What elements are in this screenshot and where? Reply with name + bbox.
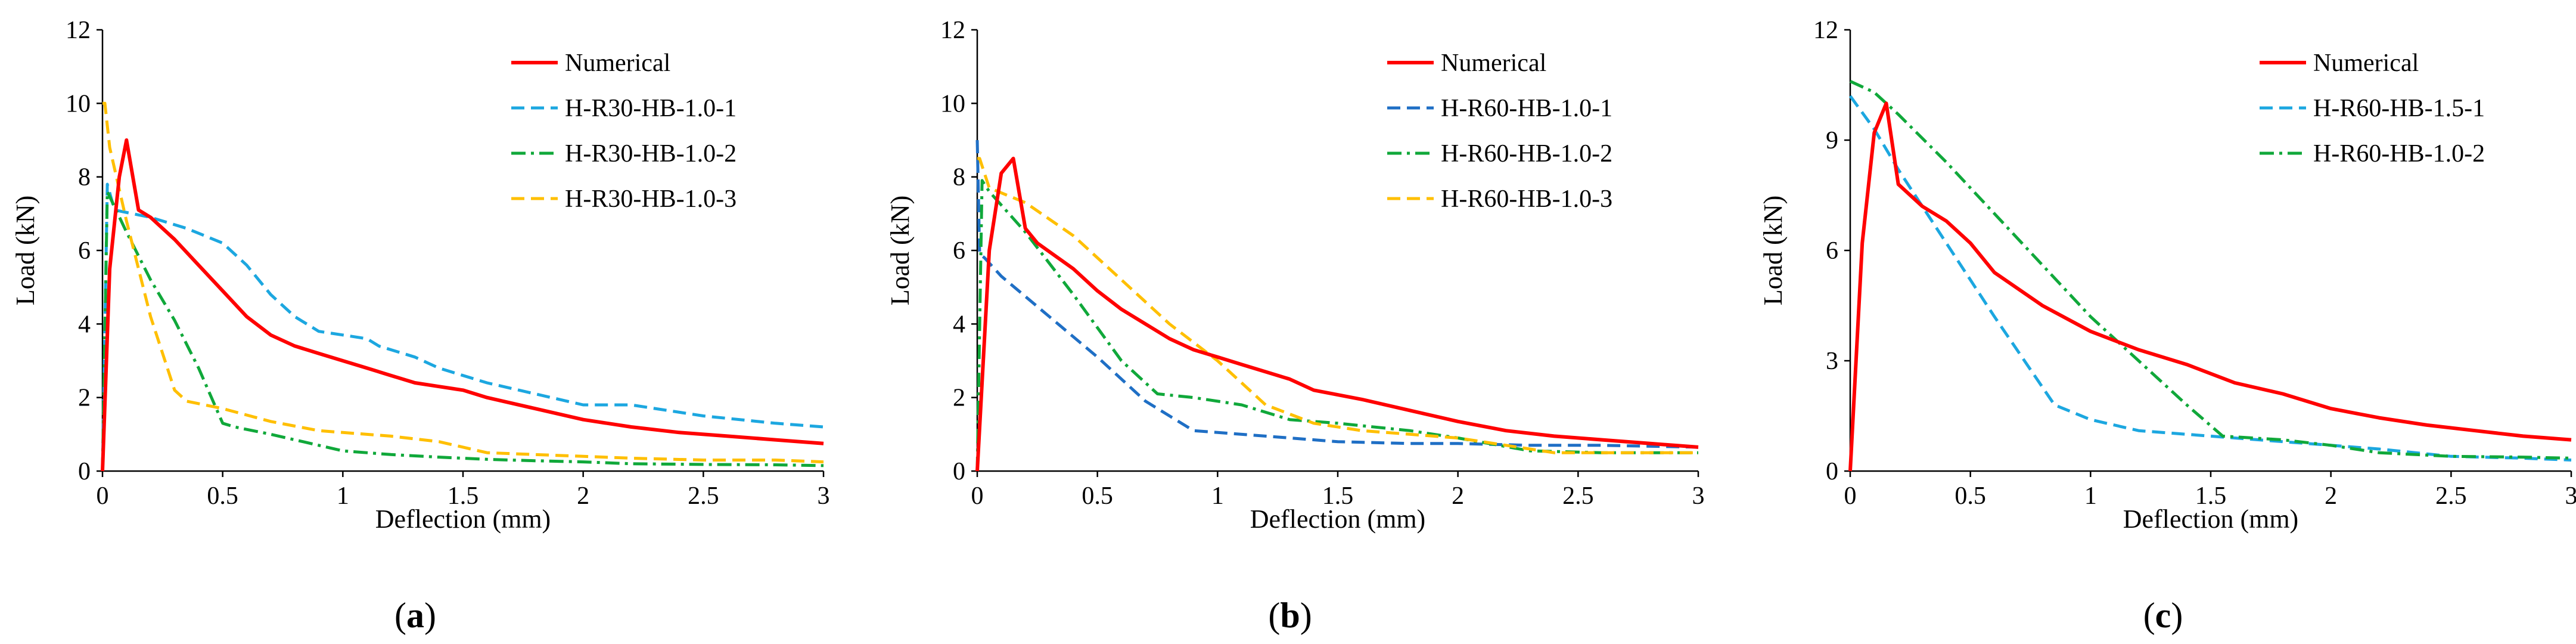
chart-panel-b: 0 2 4 6 8 10 12 0 0.5 1 1.5 2 2.5 3 Deflection (mm) Loa… [885,17,1705,635]
x-tick-label: 0.5 [207,482,238,510]
y-tick-label: 9 [1826,127,1838,154]
y-tick-label: 3 [1826,348,1838,375]
x-tick-label: 2 [1452,482,1464,510]
y-tick-label: 12 [66,17,91,44]
legend-label: H-R30-HB-1.0-3 [565,185,737,213]
y-tick-label: 10 [940,90,965,117]
y-tick-label: 8 [953,164,965,191]
y-tick-label: 6 [1826,237,1838,265]
y-tick-label: 2 [78,385,91,412]
y-tick-label: 12 [940,17,965,44]
x-tick-label: 2.5 [2435,482,2467,510]
panel-label: (c) [2143,596,2183,635]
legend-label: H-R60-HB-1.0-2 [2313,140,2485,168]
y-tick-label: 6 [953,237,965,265]
chart-panel-a: 0 2 4 6 8 10 12 0 0.5 1 1.5 2 2.5 3 Deflection (mm) Loa… [11,17,830,635]
legend-label: H-R60-HB-1.5-1 [2313,95,2485,122]
x-tick-label: 0 [1844,482,1857,510]
x-tick-label: 1 [2084,482,2097,510]
y-tick-label: 4 [953,311,965,338]
series-line-numerical [975,156,1699,472]
x-tick-label: 3 [818,482,830,510]
x-tick-label: 1 [1211,482,1224,510]
x-tick-label: 1 [337,482,349,510]
y-tick-label: 6 [78,237,91,265]
y-tick-label: 12 [1813,17,1838,44]
series-line-h-r30-hb-1-0-2 [101,190,824,472]
legend-label: H-R60-HB-1.0-2 [1441,140,1612,168]
series-line-numerical [1848,101,2572,472]
panel-label: (a) [394,596,436,635]
legend-label: Numerical [1441,49,1546,77]
x-tick-label: 0.5 [1954,482,1986,510]
y-axis-title: Load (kN) [885,196,915,306]
y-tick-label: 0 [953,458,965,485]
x-tick-label: 0 [97,482,109,510]
x-tick-label: 3 [1692,482,1705,510]
chart-panel-c: 0 3 6 9 12 0 0.5 1 1.5 2 2.5 3 Deflection (mm) Load (… [1758,17,2576,635]
x-axis-title: Deflection (mm) [2123,504,2298,534]
series-line-h-r60-hb-1-0-2 [1849,80,2572,460]
x-tick-label: 2 [577,482,589,510]
y-tick-label: 10 [66,90,91,117]
y-tick-label: 0 [1826,458,1838,485]
series-line-numerical [101,138,824,472]
x-tick-label: 1.5 [1322,482,1354,510]
x-tick-label: 0 [971,482,984,510]
y-tick-label: 0 [78,458,91,485]
legend-label: Numerical [565,49,670,77]
x-tick-label: 2.5 [1562,482,1594,510]
y-tick-label: 2 [953,385,965,412]
legend-label: H-R60-HB-1.0-1 [1441,95,1612,122]
x-tick-label: 3 [2565,482,2576,510]
legend-label: H-R30-HB-1.0-2 [565,140,737,168]
legend-label: H-R30-HB-1.0-1 [565,95,737,122]
x-tick-label: 1.5 [448,482,479,510]
panel-label: (b) [1268,596,1312,635]
y-axis-title: Load (kN) [11,196,40,306]
series-line-h-r30-hb-1-0-3 [102,101,824,464]
y-tick-label: 8 [78,164,91,191]
x-tick-label: 2.5 [688,482,719,510]
x-tick-label: 1.5 [2195,482,2227,510]
legend-label: Numerical [2313,49,2419,77]
x-axis-title: Deflection (mm) [375,504,551,534]
legend-label: H-R60-HB-1.0-3 [1441,185,1612,213]
series-line-h-r60-hb-1-0-3 [977,157,1698,454]
x-axis-title: Deflection (mm) [1250,504,1425,534]
y-axis-title: Load (kN) [1758,196,1788,306]
x-tick-label: 2 [2325,482,2337,510]
y-tick-label: 4 [78,311,91,338]
series-line-h-r30-hb-1-0-1 [101,182,824,472]
x-tick-label: 0.5 [1082,482,1113,510]
